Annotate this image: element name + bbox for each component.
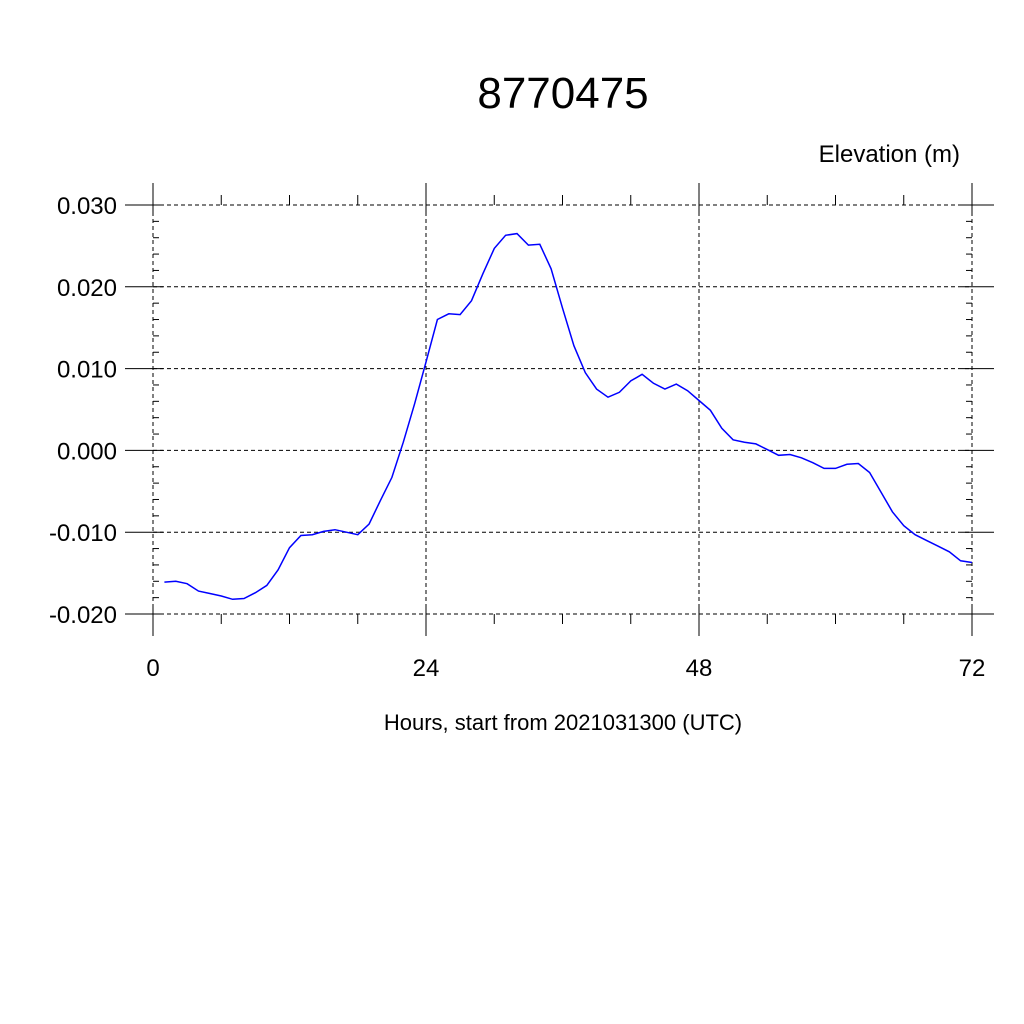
y-tick-label: 0.010 (57, 357, 117, 384)
x-tick-label: 72 (959, 655, 986, 682)
y-tick-label: -0.010 (49, 520, 117, 547)
series-layer (164, 232, 973, 601)
ticks-layer (125, 183, 994, 636)
y-axis-label: Elevation (m) (819, 141, 960, 168)
x-tick-label: 0 (146, 655, 159, 682)
y-tick-label: -0.020 (49, 602, 117, 629)
x-tick-label: 48 (686, 655, 713, 682)
chart-title: 8770475 (477, 69, 648, 118)
y-tick-label: 0.030 (57, 193, 117, 220)
x-tick-label: 24 (413, 655, 440, 682)
y-tick-label: 0.000 (57, 438, 117, 465)
tick-labels-layer: -0.020 -0.010 0.000 0.010 0.020 0.030 0 24 48 72 (49, 193, 985, 682)
series-line (164, 232, 973, 601)
y-tick-label: 0.020 (57, 275, 117, 302)
x-axis-label: Hours, start from 2021031300 (UTC) (384, 710, 742, 735)
